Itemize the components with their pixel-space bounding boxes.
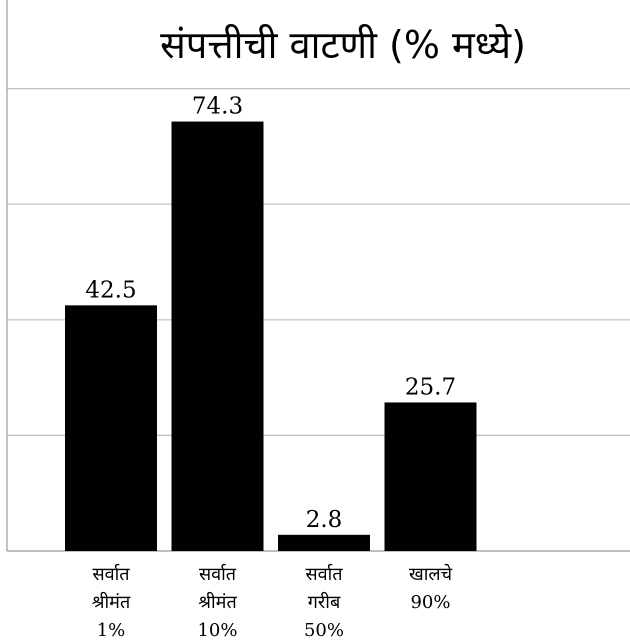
bar-0	[65, 305, 157, 551]
value-labels: 42.5 74.3 2.8 25.7	[85, 94, 456, 533]
x-tick-label-2-line-2: 50%	[304, 620, 344, 641]
chart-title: संपत्तीची वाटणी (% मध्ये)	[160, 23, 526, 67]
bar-2	[278, 534, 370, 551]
x-tick-label-1-line-1: श्रीमंत	[198, 591, 237, 613]
x-tick-label-3-line-1: 90%	[410, 592, 450, 613]
value-label-0: 42.5	[85, 277, 136, 303]
x-tick-label-0-line-0: सर्वात	[92, 563, 130, 585]
x-tick-label-2-line-0: सर्वात	[305, 563, 343, 585]
x-tick-label-2: सर्वात गरीब 50%	[304, 563, 344, 641]
x-tick-label-2-line-1: गरीब	[308, 591, 341, 613]
value-label-1: 74.3	[192, 94, 243, 120]
x-tick-label-1-line-0: सर्वात	[199, 563, 237, 585]
x-tick-labels: सर्वात श्रीमंत 1% सर्वात श्रीमंत 10% सर्वात गरी…	[92, 563, 453, 641]
bar-1	[171, 121, 264, 552]
x-tick-label-1: सर्वात श्रीमंत 10%	[197, 563, 237, 641]
bars	[65, 121, 477, 552]
bar-3	[384, 402, 477, 551]
x-tick-label-3: खालचे 90%	[409, 563, 453, 613]
value-label-3: 25.7	[405, 374, 456, 400]
x-tick-label-1-line-2: 10%	[197, 620, 237, 641]
value-label-2: 2.8	[306, 507, 343, 533]
x-tick-label-0-line-1: श्रीमंत	[92, 591, 131, 613]
x-tick-label-3-line-0: खालचे	[409, 563, 453, 585]
x-tick-label-0-line-2: 1%	[97, 620, 126, 641]
x-tick-label-0: सर्वात श्रीमंत 1%	[92, 563, 131, 641]
